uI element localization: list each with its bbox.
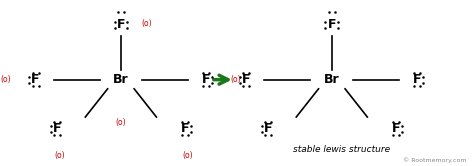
Text: stable lewis structure: stable lewis structure <box>293 145 390 154</box>
Text: F: F <box>31 73 40 86</box>
Text: (o): (o) <box>142 19 152 28</box>
Text: F: F <box>117 18 125 31</box>
Text: (o): (o) <box>1 75 11 84</box>
Text: F: F <box>328 18 336 31</box>
Text: Br: Br <box>113 73 128 86</box>
Text: F: F <box>392 122 400 135</box>
Text: (o): (o) <box>230 75 241 84</box>
Text: Br: Br <box>324 73 339 86</box>
Text: F: F <box>264 122 272 135</box>
Text: F: F <box>181 122 189 135</box>
Text: F: F <box>413 73 421 86</box>
Text: (o): (o) <box>54 151 64 160</box>
Text: F: F <box>53 122 61 135</box>
Text: (o): (o) <box>116 118 126 126</box>
Text: (o): (o) <box>182 151 192 160</box>
Text: F: F <box>202 73 210 86</box>
Text: © Rootmemory.com: © Rootmemory.com <box>403 157 467 163</box>
Text: F: F <box>242 73 251 86</box>
